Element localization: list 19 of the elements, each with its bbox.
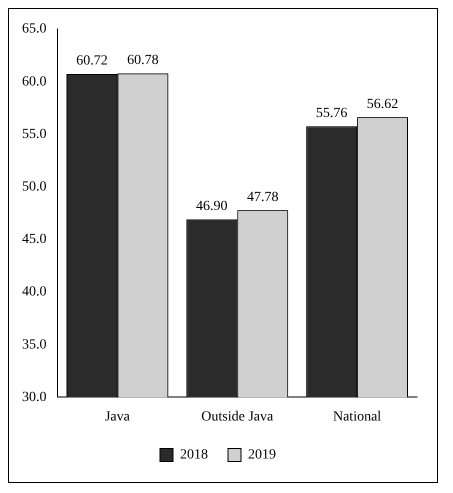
y-tick-label: 40.0 [22, 284, 46, 300]
legend-label: 2018 [180, 448, 208, 463]
text: 47.78 [246, 190, 278, 205]
y-tick-label: 50.0 [22, 179, 46, 194]
x-tick-label: National [332, 409, 382, 424]
y-tick-label: 60.0 [22, 74, 46, 90]
x-tick-label: Java [104, 409, 131, 424]
x-tick-label: Outside Java [201, 409, 274, 424]
y-tick-label: 55.0 [22, 126, 46, 142]
y-tick-label: 30.0 [22, 390, 46, 405]
y-tick-label: 35.0 [22, 337, 46, 352]
y-tick-label: 45.0 [22, 232, 46, 248]
text: 60.78 [127, 53, 159, 68]
y-tick-label: 65.0 [22, 22, 46, 37]
text: 60.72 [76, 54, 108, 69]
text: 56.62 [366, 96, 398, 112]
legend-label: 2019 [248, 448, 276, 463]
text: 55.76 [316, 106, 348, 121]
text: 46.90 [196, 199, 228, 214]
